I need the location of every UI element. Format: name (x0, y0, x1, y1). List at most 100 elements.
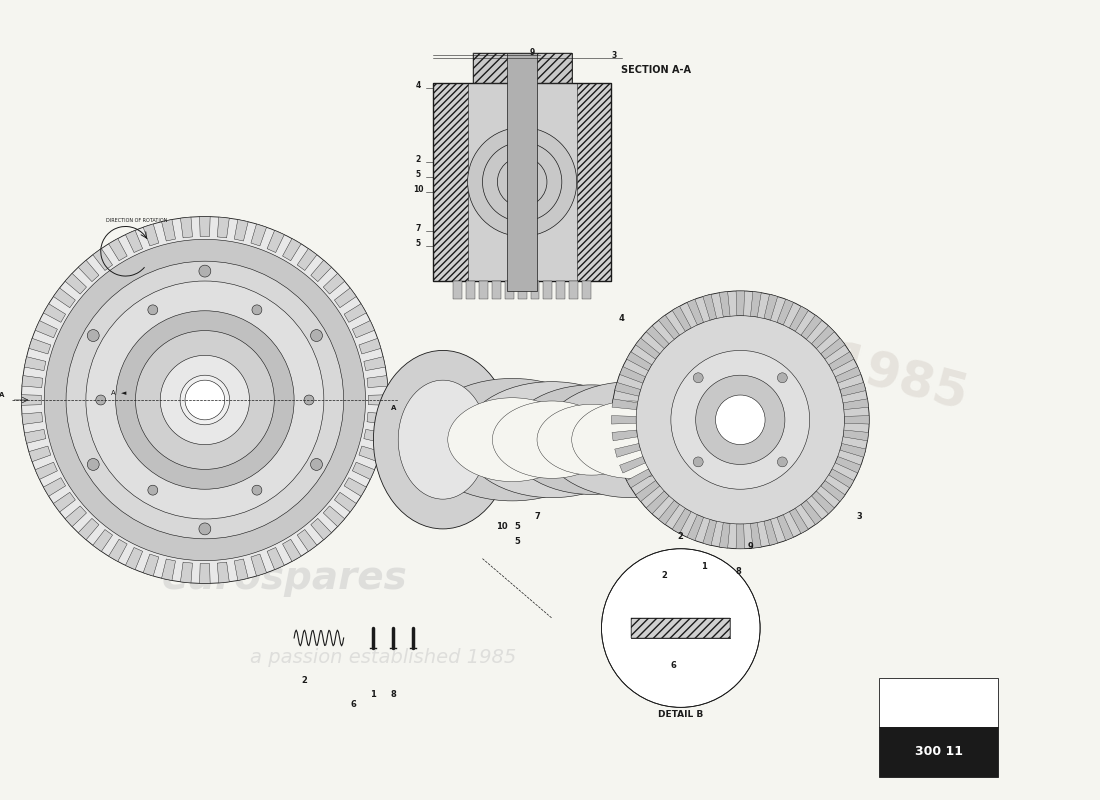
Polygon shape (143, 554, 158, 576)
Ellipse shape (398, 380, 487, 499)
Polygon shape (251, 554, 266, 576)
Circle shape (116, 310, 294, 490)
Polygon shape (736, 291, 745, 316)
Polygon shape (334, 492, 356, 512)
Polygon shape (218, 562, 229, 583)
Polygon shape (835, 366, 861, 383)
Polygon shape (672, 508, 691, 534)
Text: 5: 5 (416, 239, 420, 248)
Ellipse shape (572, 401, 691, 478)
Text: 9: 9 (529, 48, 535, 57)
Polygon shape (283, 238, 301, 261)
Polygon shape (297, 249, 317, 270)
Text: 1985: 1985 (825, 339, 972, 422)
Text: A: A (390, 405, 396, 411)
Polygon shape (646, 491, 669, 514)
Polygon shape (840, 382, 866, 396)
Bar (569, 281, 579, 299)
Text: 10: 10 (496, 522, 508, 531)
Circle shape (66, 261, 343, 539)
Polygon shape (92, 249, 112, 270)
Polygon shape (659, 315, 680, 339)
Polygon shape (612, 399, 638, 410)
Polygon shape (812, 491, 835, 514)
Text: ◄: ◄ (121, 390, 126, 396)
Ellipse shape (542, 382, 720, 498)
Ellipse shape (448, 398, 576, 482)
Text: 7: 7 (416, 225, 420, 234)
Polygon shape (334, 288, 356, 308)
Polygon shape (54, 288, 75, 308)
Circle shape (310, 458, 322, 470)
Polygon shape (659, 500, 680, 525)
Polygon shape (845, 416, 869, 424)
Polygon shape (78, 518, 99, 540)
Polygon shape (619, 366, 646, 383)
Circle shape (310, 330, 322, 342)
Polygon shape (352, 321, 374, 338)
Polygon shape (92, 530, 112, 551)
Polygon shape (22, 375, 43, 387)
Text: 3: 3 (612, 51, 617, 60)
Bar (507, 53, 537, 291)
Bar (466, 281, 475, 299)
Bar (518, 281, 527, 299)
Polygon shape (234, 219, 249, 241)
Bar (879, 727, 998, 777)
Text: 2: 2 (416, 155, 420, 164)
Polygon shape (364, 357, 385, 370)
Polygon shape (234, 559, 249, 581)
Circle shape (135, 330, 274, 470)
Polygon shape (54, 492, 75, 512)
Circle shape (87, 330, 99, 342)
Polygon shape (843, 430, 869, 441)
Text: 10: 10 (412, 185, 424, 194)
Text: 5: 5 (515, 537, 520, 546)
Polygon shape (43, 478, 66, 496)
Polygon shape (109, 539, 128, 562)
Text: 1: 1 (701, 562, 706, 570)
Polygon shape (35, 321, 57, 338)
Circle shape (671, 350, 810, 490)
Circle shape (87, 458, 99, 470)
Polygon shape (828, 469, 854, 488)
Polygon shape (801, 315, 822, 339)
Text: 8: 8 (735, 566, 741, 575)
Polygon shape (821, 481, 845, 502)
Polygon shape (180, 217, 192, 238)
Bar (433, 82, 468, 281)
Text: DIRECTION OF ROTATION: DIRECTION OF ROTATION (106, 218, 167, 222)
Text: 2: 2 (661, 571, 667, 581)
Polygon shape (750, 291, 761, 317)
Circle shape (252, 486, 262, 495)
Polygon shape (65, 274, 87, 294)
Circle shape (693, 457, 703, 467)
Bar (631, 618, 730, 638)
Bar (433, 82, 612, 281)
Text: SECTION A-A: SECTION A-A (621, 65, 691, 75)
Circle shape (602, 549, 760, 707)
Text: A: A (0, 392, 4, 398)
Bar (473, 53, 572, 82)
Polygon shape (323, 506, 344, 526)
Polygon shape (125, 230, 143, 253)
Polygon shape (368, 394, 388, 406)
Circle shape (180, 375, 230, 425)
Text: A: A (111, 390, 116, 396)
Polygon shape (125, 547, 143, 570)
Polygon shape (821, 338, 845, 359)
Bar (453, 281, 462, 299)
Polygon shape (777, 299, 793, 325)
Text: 4: 4 (618, 314, 624, 322)
Circle shape (693, 373, 703, 382)
Circle shape (21, 217, 388, 583)
Text: a passion established 1985: a passion established 1985 (250, 648, 517, 667)
Polygon shape (199, 563, 210, 583)
Ellipse shape (373, 350, 513, 529)
Polygon shape (367, 413, 388, 425)
Polygon shape (22, 394, 42, 406)
Polygon shape (218, 217, 229, 238)
Polygon shape (719, 291, 730, 317)
Polygon shape (615, 443, 640, 458)
Text: 9: 9 (747, 542, 754, 550)
